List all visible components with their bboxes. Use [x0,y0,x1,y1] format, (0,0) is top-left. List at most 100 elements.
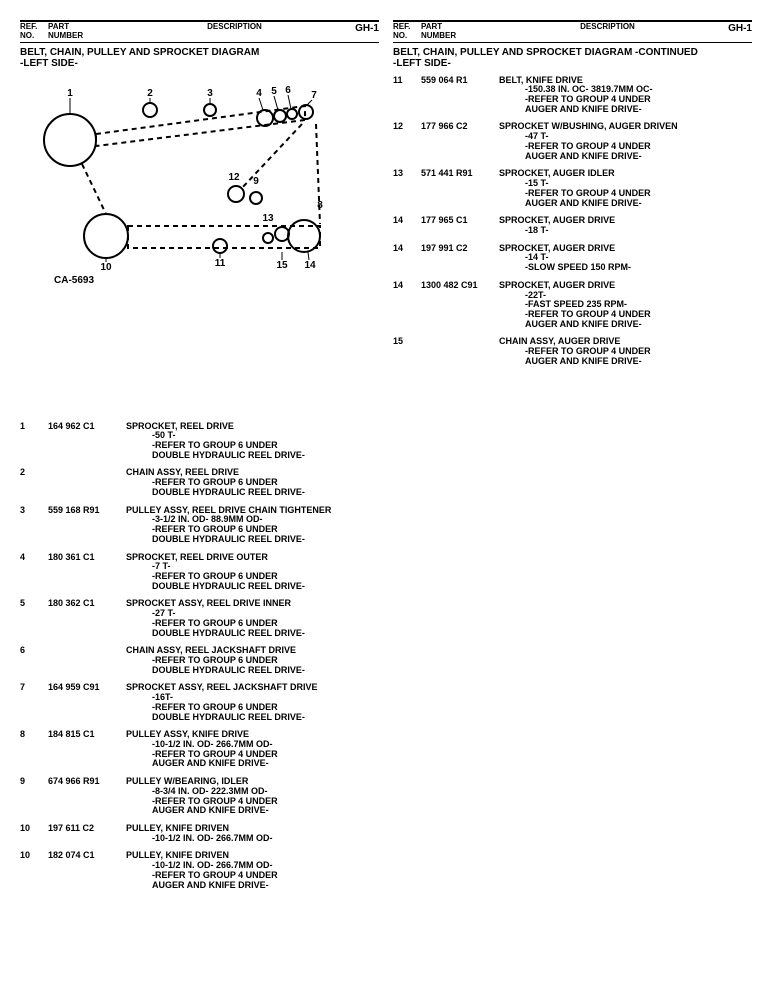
ref-no: 8 [20,730,48,769]
desc-line: DOUBLE HYDRAULIC REEL DRIVE- [126,535,379,545]
callout-3: 3 [207,88,213,99]
part-row: 9674 966 R91PULLEY W/BEARING, IDLER-8-3/… [20,777,379,816]
ref-no: 15 [393,337,421,366]
ref-no: 3 [20,506,48,545]
ref-no: 14 [393,281,421,330]
part-row: 8184 815 C1PULLEY ASSY, KNIFE DRIVE-10-1… [20,730,379,769]
part-row: 14177 965 C1SPROCKET, AUGER DRIVE-18 T- [393,216,752,235]
part-row: 5180 362 C1SPROCKET ASSY, REEL DRIVE INN… [20,599,379,638]
part-row: 2CHAIN ASSY, REEL DRIVE-REFER TO GROUP 6… [20,468,379,497]
desc-line: -10-1/2 IN. OD- 266.7MM OD- [126,834,379,844]
description: CHAIN ASSY, REEL JACKSHAFT DRIVE-REFER T… [126,646,379,675]
desc-line: AUGER AND KNIFE DRIVE- [499,105,752,115]
desc-line: DOUBLE HYDRAULIC REEL DRIVE- [126,451,379,461]
part-row: 1164 962 C1SPROCKET, REEL DRIVE-50 T--RE… [20,422,379,461]
part-number: 180 361 C1 [48,553,126,592]
left-column: REF. NO. PART NUMBER DESCRIPTION GH-1 BE… [20,20,379,898]
part-number: 182 074 C1 [48,851,126,890]
ref-no: 11 [393,76,421,115]
part-number: 177 966 C2 [421,122,499,161]
part-number: 164 959 C91 [48,683,126,722]
desc-line: -18 T- [499,226,752,236]
desc-line: -SLOW SPEED 150 RPM- [499,263,752,273]
part-number: 177 965 C1 [421,216,499,235]
hdr-part: PART NUMBER [48,23,126,41]
callout-1: 1 [67,88,73,99]
part-row: 12177 966 C2SPROCKET W/BUSHING, AUGER DR… [393,122,752,161]
ref-no: 1 [20,422,48,461]
description: SPROCKET W/BUSHING, AUGER DRIVEN-47 T--R… [499,122,752,161]
part-row: 4180 361 C1SPROCKET, REEL DRIVE OUTER-7 … [20,553,379,592]
desc-line: AUGER AND KNIFE DRIVE- [499,320,752,330]
ref-no: 14 [393,244,421,273]
callout-8: 8 [317,200,323,211]
desc-line: AUGER AND KNIFE DRIVE- [499,152,752,162]
hdr-ref-l2: NO. [393,32,421,41]
description: SPROCKET, AUGER IDLER-15 T--REFER TO GRO… [499,169,752,208]
description: SPROCKET, AUGER DRIVE-22T--FAST SPEED 23… [499,281,752,330]
description: SPROCKET ASSY, REEL JACKSHAFT DRIVE-16T-… [126,683,379,722]
hdr-page-code: GH-1 [343,23,379,41]
part-row: 141300 482 C91SPROCKET, AUGER DRIVE-22T-… [393,281,752,330]
description: PULLEY, KNIFE DRIVEN-10-1/2 IN. OD- 266.… [126,851,379,890]
ref-no: 5 [20,599,48,638]
callout-11: 11 [215,258,226,269]
description: PULLEY W/BEARING, IDLER-8-3/4 IN. OD- 22… [126,777,379,816]
callout-12: 12 [228,172,240,183]
description: PULLEY ASSY, REEL DRIVE CHAIN TIGHTENER-… [126,506,379,545]
title-l1: BELT, CHAIN, PULLEY AND SPROCKET DIAGRAM… [393,47,752,59]
part-row: 15 CHAIN ASSY, AUGER DRIVE-REFER TO GROUP… [393,337,752,366]
hdr-part: PART NUMBER [421,23,499,41]
hdr-desc: DESCRIPTION [499,23,716,41]
ref-no: 13 [393,169,421,208]
section-title-right: BELT, CHAIN, PULLEY AND SPROCKET DIAGRAM… [393,47,752,70]
part-number [48,646,126,675]
hdr-ref: REF. NO. [20,23,48,41]
callout-4: 4 [256,88,262,99]
right-rows: 11559 064 R1BELT, KNIFE DRIVE-150.38 IN.… [393,76,752,367]
section-title-left: BELT, CHAIN, PULLEY AND SPROCKET DIAGRAM… [20,47,379,70]
part-number [421,337,499,366]
desc-line: AUGER AND KNIFE DRIVE- [126,881,379,891]
desc-line: DOUBLE HYDRAULIC REEL DRIVE- [126,488,379,498]
callout-9: 9 [253,176,259,187]
diagram-id: CA-5693 [54,275,379,286]
callout-7: 7 [311,90,317,101]
part-number: 559 064 R1 [421,76,499,115]
part-number: 197 611 C2 [48,824,126,843]
part-row: 10197 611 C2PULLEY, KNIFE DRIVEN-10-1/2 … [20,824,379,843]
title-l2: -LEFT SIDE- [20,58,379,70]
part-number: 197 991 C2 [421,244,499,273]
callout-13: 13 [262,213,274,224]
title-l1: BELT, CHAIN, PULLEY AND SPROCKET DIAGRAM [20,47,379,59]
part-row: 6CHAIN ASSY, REEL JACKSHAFT DRIVE-REFER … [20,646,379,675]
description: SPROCKET ASSY, REEL DRIVE INNER-27 T--RE… [126,599,379,638]
parts-diagram: 1 2 3 4 5 6 7 8 9 10 11 12 13 14 15 [20,76,379,286]
desc-line: AUGER AND KNIFE DRIVE- [499,357,752,367]
hdr-part-l2: NUMBER [421,32,499,41]
description: SPROCKET, AUGER DRIVE-18 T- [499,216,752,235]
ref-no: 12 [393,122,421,161]
hdr-ref-l2: NO. [20,32,48,41]
description: CHAIN ASSY, AUGER DRIVE-REFER TO GROUP 4… [499,337,752,366]
desc-line: AUGER AND KNIFE DRIVE- [126,806,379,816]
desc-line: DOUBLE HYDRAULIC REEL DRIVE- [126,629,379,639]
description: BELT, KNIFE DRIVE-150.38 IN. OC- 3819.7M… [499,76,752,115]
page: REF. NO. PART NUMBER DESCRIPTION GH-1 BE… [20,20,752,898]
part-number: 184 815 C1 [48,730,126,769]
part-row: 11559 064 R1BELT, KNIFE DRIVE-150.38 IN.… [393,76,752,115]
desc-line: DOUBLE HYDRAULIC REEL DRIVE- [126,666,379,676]
callout-10: 10 [100,262,112,271]
desc-line: DOUBLE HYDRAULIC REEL DRIVE- [126,582,379,592]
diagram-svg: 1 2 3 4 5 6 7 8 9 10 11 12 13 14 15 [20,76,340,271]
part-row: 3559 168 R91PULLEY ASSY, REEL DRIVE CHAI… [20,506,379,545]
description: CHAIN ASSY, REEL DRIVE-REFER TO GROUP 6 … [126,468,379,497]
part-number: 559 168 R91 [48,506,126,545]
description: PULLEY ASSY, KNIFE DRIVE-10-1/2 IN. OD- … [126,730,379,769]
callout-5: 5 [271,86,277,97]
ref-no: 14 [393,216,421,235]
left-rows: 1164 962 C1SPROCKET, REEL DRIVE-50 T--RE… [20,422,379,891]
part-number: 571 441 R91 [421,169,499,208]
description: SPROCKET, REEL DRIVE OUTER-7 T--REFER TO… [126,553,379,592]
title-l2: -LEFT SIDE- [393,58,752,70]
